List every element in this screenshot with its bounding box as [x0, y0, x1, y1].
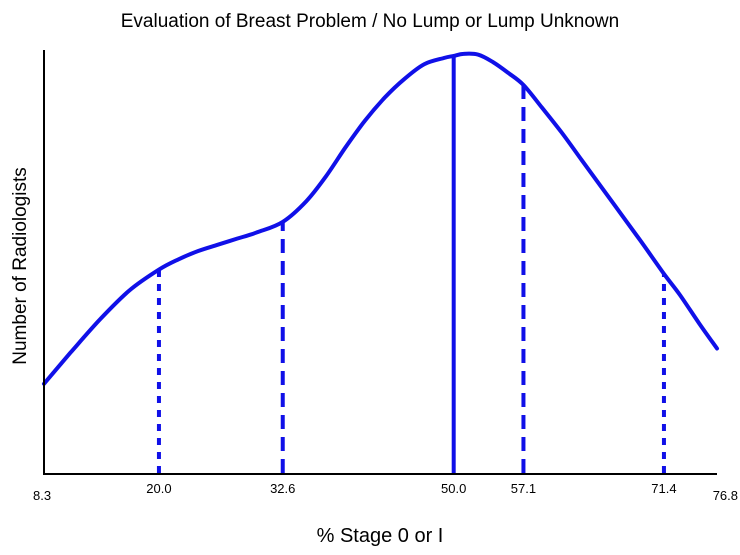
x-tick-label: 76.8	[713, 488, 738, 503]
x-tick-label: 71.4	[651, 481, 676, 496]
y-axis-label: Number of Radiologists	[10, 167, 31, 364]
x-tick-labels: 8.3 20.0 32.6 50.0 57.1 71.4 76.8	[33, 481, 738, 503]
reference-lines	[156, 55, 666, 473]
x-tick-label: 8.3	[33, 488, 51, 503]
series-curve	[42, 51, 719, 386]
x-tick-label: 57.1	[511, 481, 536, 496]
chart-title: Evaluation of Breast Problem / No Lump o…	[121, 11, 619, 32]
x-tick-label: 20.0	[146, 481, 171, 496]
x-tick-label: 32.6	[270, 481, 295, 496]
x-tick-label: 50.0	[441, 481, 466, 496]
x-axis-label: % Stage 0 or I	[317, 525, 444, 547]
